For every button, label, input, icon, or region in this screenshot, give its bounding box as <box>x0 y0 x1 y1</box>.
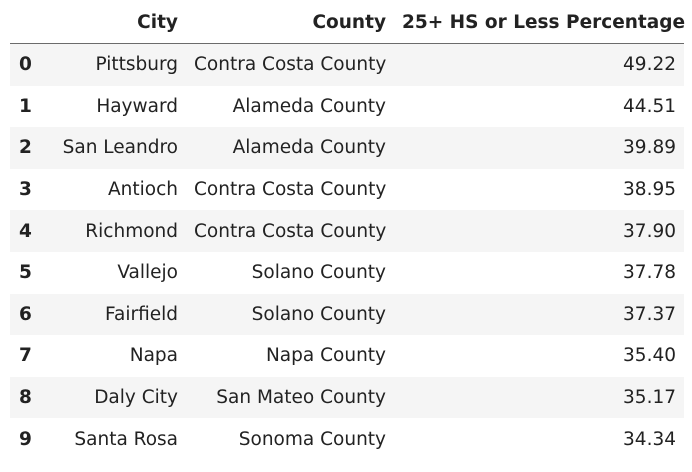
column-header-county: County <box>186 1 394 44</box>
row-index: 6 <box>19 303 32 325</box>
table-row: 9 Santa Rosa Sonoma County 34.34 <box>10 418 684 460</box>
table-row: 8 Daly City San Mateo County 35.17 <box>10 376 684 419</box>
table-row: 6 Fairfield Solano County 37.37 <box>10 293 684 336</box>
table-row: 0 Pittsburg Contra Costa County 49.22 <box>10 43 684 86</box>
cell-city: Pittsburg <box>95 54 178 76</box>
cell-city: Fairfield <box>105 303 178 325</box>
cell-pct: 37.37 <box>623 303 676 325</box>
row-index: 9 <box>19 428 32 450</box>
dataframe-table: City County 25+ HS or Less Percentage 0 … <box>10 1 685 460</box>
cell-county: Contra Costa County <box>194 179 387 201</box>
cell-city: Santa Rosa <box>74 428 178 450</box>
table-row: 2 San Leandro Alameda County 39.89 <box>10 127 684 169</box>
cell-county: Alameda County <box>232 137 386 159</box>
index-header <box>10 1 42 44</box>
row-index: 0 <box>19 54 32 76</box>
cell-pct: 49.22 <box>623 54 676 76</box>
cell-county: Solano County <box>251 262 386 284</box>
table-row: 7 Napa Napa County 35.40 <box>10 335 684 377</box>
row-index: 5 <box>19 262 32 284</box>
table-row: 1 Hayward Alameda County 44.51 <box>10 85 684 128</box>
table-row: 3 Antioch Contra Costa County 38.95 <box>10 168 684 211</box>
cell-city: Vallejo <box>117 262 178 284</box>
cell-county: Contra Costa County <box>194 54 387 76</box>
cell-city: Antioch <box>108 179 178 201</box>
table-row: 4 Richmond Contra Costa County 37.90 <box>10 210 684 252</box>
cell-pct: 34.34 <box>623 428 676 450</box>
cell-city: Richmond <box>85 220 178 242</box>
cell-city: Napa <box>129 345 178 367</box>
column-header-pct: 25+ HS or Less Percentage <box>394 1 685 44</box>
table-header: City County 25+ HS or Less Percentage <box>10 1 685 44</box>
cell-pct: 44.51 <box>623 95 676 117</box>
cell-city: Daly City <box>94 387 178 409</box>
cell-county: Alameda County <box>232 95 386 117</box>
table-row: 5 Vallejo Solano County 37.78 <box>10 251 684 294</box>
cell-city: San Leandro <box>62 137 178 159</box>
cell-county: San Mateo County <box>216 387 386 409</box>
header-row: City County 25+ HS or Less Percentage <box>10 1 685 44</box>
cell-pct: 38.95 <box>623 179 676 201</box>
cell-county: Contra Costa County <box>194 220 387 242</box>
row-index: 3 <box>19 179 32 201</box>
cell-pct: 37.78 <box>623 262 676 284</box>
cell-pct: 39.89 <box>623 137 676 159</box>
row-index: 7 <box>19 345 32 367</box>
cell-pct: 35.40 <box>623 345 676 367</box>
cell-county: Sonoma County <box>238 428 386 450</box>
table-body: 0 Pittsburg Contra Costa County 49.22 1 … <box>10 43 684 460</box>
row-index: 4 <box>19 220 32 242</box>
row-index: 8 <box>19 387 32 409</box>
cell-pct: 35.17 <box>623 387 676 409</box>
row-index: 1 <box>19 95 32 117</box>
column-header-city: City <box>42 1 186 44</box>
cell-county: Napa County <box>265 345 386 367</box>
cell-pct: 37.90 <box>623 220 676 242</box>
cell-county: Solano County <box>251 303 386 325</box>
cell-city: Hayward <box>96 95 178 117</box>
row-index: 2 <box>19 137 32 159</box>
